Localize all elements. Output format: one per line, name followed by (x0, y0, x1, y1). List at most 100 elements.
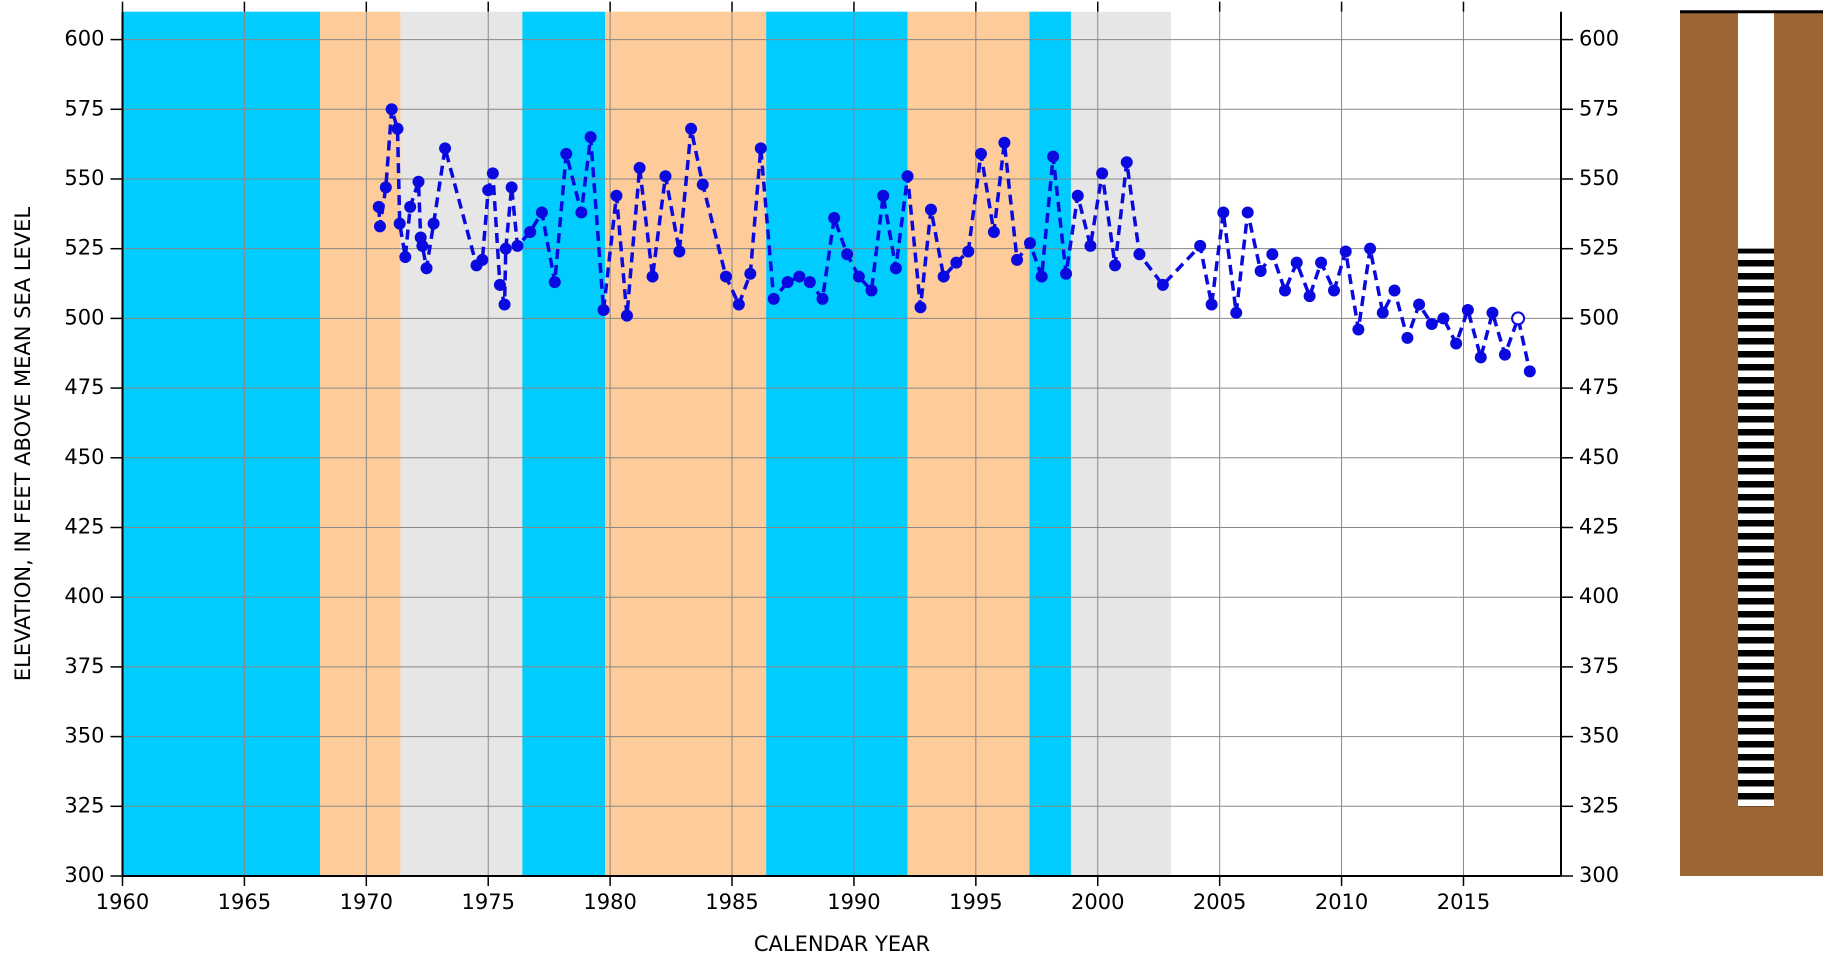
data-point (420, 262, 433, 275)
period-band (122, 11, 320, 876)
period-band (400, 11, 523, 876)
x-tick-label: 1975 (461, 890, 514, 914)
data-point (584, 131, 597, 144)
data-point (1194, 239, 1207, 252)
y-tick-label: 350 (64, 724, 104, 748)
data-point (1279, 284, 1292, 297)
data-point (987, 225, 1000, 238)
data-point (505, 181, 518, 194)
x-axis-label: CALENDAR YEAR (754, 932, 930, 956)
data-point (416, 239, 429, 252)
data-point (633, 161, 646, 174)
data-point (1241, 206, 1254, 219)
data-point (499, 242, 512, 255)
y-tick-label: 300 (64, 863, 104, 887)
period-band (766, 11, 908, 876)
y-tick-label: 550 (64, 166, 104, 190)
data-point (914, 301, 927, 314)
data-point (793, 270, 806, 283)
y-tick-label: 425 (64, 514, 104, 538)
data-point (781, 276, 794, 289)
data-point (685, 122, 698, 135)
period-band (1029, 11, 1071, 876)
data-point (1328, 284, 1341, 297)
data-point (1303, 290, 1316, 303)
data-point (974, 147, 987, 160)
data-point (754, 142, 767, 155)
y-tick-label: 375 (64, 654, 104, 678)
data-point (372, 200, 385, 213)
data-point (828, 212, 841, 225)
data-point (1011, 253, 1024, 266)
data-point (673, 245, 686, 258)
data-point (1511, 311, 1526, 326)
period-band (605, 11, 767, 876)
data-point (1290, 256, 1303, 269)
y-tick-label: 600 (64, 27, 104, 51)
data-point (816, 292, 829, 305)
data-point (393, 217, 406, 230)
data-point (1523, 365, 1536, 378)
data-point (962, 245, 975, 258)
y2-tick-label: 400 (1579, 584, 1619, 608)
data-point (1401, 331, 1414, 344)
data-point (1437, 312, 1450, 325)
data-point (560, 147, 573, 160)
data-point (767, 292, 780, 305)
y2-tick-label: 325 (1579, 793, 1619, 817)
y2-tick-label: 450 (1579, 445, 1619, 469)
y-tick-label: 500 (64, 305, 104, 329)
data-point (744, 267, 757, 280)
y2-tick-label: 425 (1579, 514, 1619, 538)
data-point (1254, 264, 1267, 277)
y-tick-label: 575 (64, 96, 104, 120)
data-point (427, 217, 440, 230)
data-point (1023, 237, 1036, 250)
y-tick-label: 400 (64, 584, 104, 608)
y2-tick-label: 600 (1579, 27, 1619, 51)
data-point (852, 270, 865, 283)
period-band (319, 11, 401, 876)
y2-tick-label: 550 (1579, 166, 1619, 190)
data-point (1133, 248, 1146, 261)
data-point (493, 278, 506, 291)
data-point (511, 239, 524, 252)
data-point (1205, 298, 1218, 311)
y2-tick-label: 575 (1579, 96, 1619, 120)
data-point (937, 270, 950, 283)
data-point (385, 103, 398, 116)
x-tick-label: 2010 (1315, 890, 1368, 914)
y2-tick-label: 350 (1579, 724, 1619, 748)
data-point (1096, 167, 1109, 180)
data-point (610, 189, 623, 202)
data-point (1461, 304, 1474, 317)
y2-tick-label: 300 (1579, 863, 1619, 887)
data-point (373, 220, 386, 233)
well-casing (1738, 11, 1774, 249)
data-point (877, 189, 890, 202)
data-point (1217, 206, 1230, 219)
data-point (1498, 348, 1511, 361)
data-point (412, 175, 425, 188)
x-tick-label: 2005 (1193, 890, 1246, 914)
x-tick-label: 1995 (949, 890, 1002, 914)
data-point (486, 167, 499, 180)
data-point (1084, 239, 1097, 252)
x-tick-label: 1965 (218, 890, 271, 914)
data-point (924, 203, 937, 216)
x-tick-label: 1990 (827, 890, 880, 914)
data-point (1450, 337, 1463, 350)
y-axis-label: ELEVATION, IN FEET ABOVE MEAN SEA LEVEL (11, 207, 35, 682)
y-tick-label: 325 (64, 793, 104, 817)
data-point (1339, 245, 1352, 258)
x-tick-label: 1960 (96, 890, 149, 914)
data-point (1376, 306, 1389, 319)
data-point (548, 276, 561, 289)
data-point (696, 178, 709, 191)
data-point (1352, 323, 1365, 336)
data-point (1474, 351, 1487, 364)
data-point (482, 184, 495, 197)
data-point (391, 122, 404, 135)
data-point (1060, 267, 1073, 280)
y2-tick-label: 525 (1579, 236, 1619, 260)
